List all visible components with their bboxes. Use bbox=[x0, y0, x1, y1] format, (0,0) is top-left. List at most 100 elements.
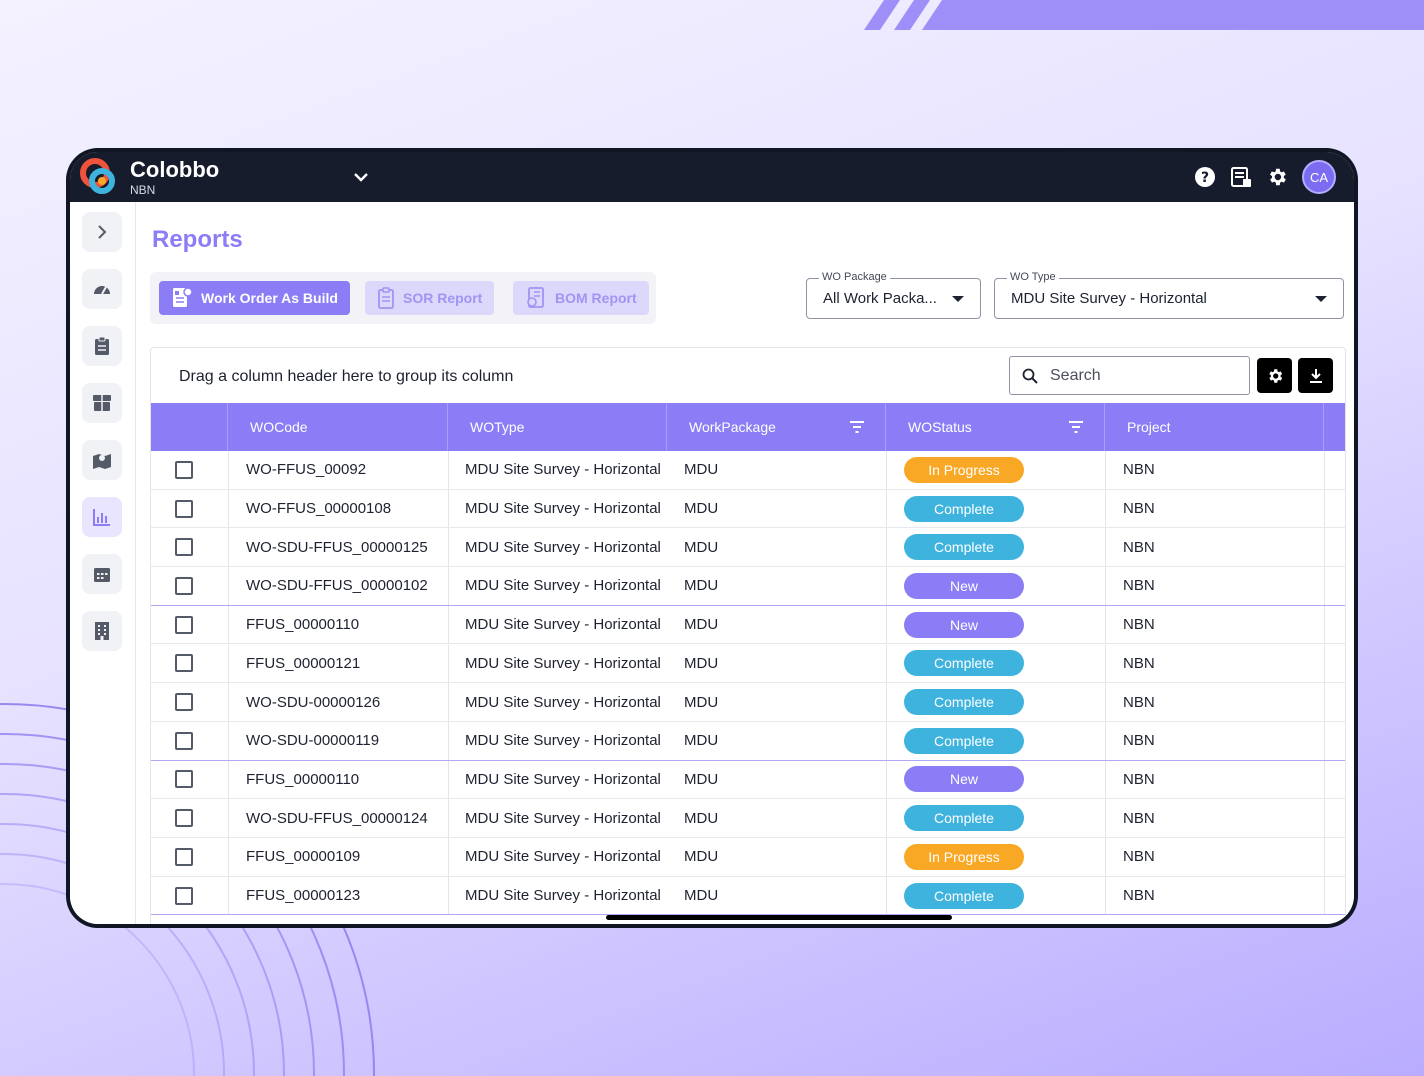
row-checkbox[interactable] bbox=[175, 693, 193, 712]
status-badge: Complete bbox=[904, 805, 1024, 832]
row-checkbox[interactable] bbox=[175, 731, 193, 750]
grid-settings-button[interactable] bbox=[1257, 358, 1292, 393]
tab-sor-report[interactable]: SOR Report bbox=[365, 281, 495, 315]
org-name: NBN bbox=[130, 182, 156, 197]
row-select-cell bbox=[175, 451, 215, 489]
column-divider bbox=[1324, 644, 1325, 683]
table-row[interactable]: WO-FFUS_00000108 MDU Site Survey - Horizo… bbox=[151, 489, 1345, 529]
wo-package-select[interactable]: WO Package All Work Packa... bbox=[806, 271, 981, 319]
sidebar-item-map[interactable] bbox=[82, 440, 122, 480]
wostatus-cell: Complete bbox=[904, 877, 1094, 915]
gear-icon[interactable] bbox=[1266, 166, 1288, 188]
column-divider bbox=[228, 876, 229, 915]
project-cell: NBN bbox=[1123, 461, 1155, 479]
sidebar-item-work-orders[interactable] bbox=[82, 326, 122, 366]
column-divider bbox=[228, 451, 229, 489]
row-checkbox[interactable] bbox=[175, 654, 193, 673]
wocode-cell: FFUS_00000123 bbox=[246, 887, 361, 905]
filter-icon[interactable] bbox=[849, 420, 865, 434]
row-checkbox[interactable] bbox=[175, 615, 193, 634]
table-row[interactable]: WO-SDU-FFUS_00000124 MDU Site Survey - Ho… bbox=[151, 799, 1345, 838]
page-title: Reports bbox=[152, 226, 243, 253]
tab-work-order-as-build[interactable]: Work Order As Build bbox=[159, 281, 350, 315]
sidebar-item-calendar[interactable] bbox=[82, 554, 122, 594]
search-input[interactable]: Search bbox=[1009, 356, 1250, 395]
map-icon bbox=[93, 454, 111, 469]
wocode-cell: WO-FFUS_00092 bbox=[246, 461, 367, 479]
table-row[interactable]: WO-SDU-00000119 MDU Site Survey - Horizon… bbox=[151, 721, 1345, 761]
table-row[interactable]: FFUS_00000110 MDU Site Survey - Horizonta… bbox=[151, 760, 1345, 800]
row-checkbox[interactable] bbox=[175, 886, 193, 905]
project-cell: NBN bbox=[1123, 616, 1155, 634]
column-divider bbox=[1105, 760, 1106, 799]
column-divider bbox=[1324, 683, 1325, 721]
table-row[interactable]: FFUS_00000123 MDU Site Survey - Horizonta… bbox=[151, 876, 1345, 916]
workpackage-cell: MDU bbox=[684, 461, 719, 479]
column-divider bbox=[1105, 451, 1106, 489]
workpackage-cell: MDU bbox=[684, 887, 719, 905]
tab-bom-report[interactable]: BOM Report bbox=[513, 281, 649, 315]
sidebar-item-inventory[interactable] bbox=[82, 383, 122, 423]
column-divider bbox=[886, 721, 887, 760]
wo-type-value: MDU Site Survey - Horizontal bbox=[1011, 290, 1207, 307]
status-badge: Complete bbox=[904, 727, 1024, 754]
status-badge: Complete bbox=[904, 495, 1024, 522]
wostatus-cell: Complete bbox=[904, 722, 1094, 760]
wocode-cell: FFUS_00000121 bbox=[246, 654, 361, 672]
download-icon bbox=[1309, 368, 1322, 383]
table-row[interactable]: WO-SDU-FFUS_00000102 MDU Site Survey - Ho… bbox=[151, 567, 1345, 606]
sidebar-item-dashboard[interactable] bbox=[82, 269, 122, 309]
column-header-project[interactable]: Project bbox=[1105, 403, 1324, 451]
column-header-wocode[interactable]: WOCode bbox=[228, 403, 448, 451]
wo-type-label: WO Type bbox=[1007, 271, 1059, 283]
table-row[interactable]: WO-FFUS_00092 MDU Site Survey - Horizonta… bbox=[151, 451, 1345, 490]
row-checkbox[interactable] bbox=[175, 770, 193, 789]
chevron-down-icon[interactable] bbox=[350, 166, 372, 188]
sidebar-item-reports[interactable] bbox=[82, 497, 122, 537]
column-header-workpackage[interactable]: WorkPackage bbox=[667, 403, 886, 451]
row-checkbox[interactable] bbox=[175, 538, 193, 557]
column-divider bbox=[1105, 489, 1106, 528]
row-checkbox[interactable] bbox=[175, 460, 193, 479]
table-row[interactable]: FFUS_00000110 MDU Site Survey - Horizonta… bbox=[151, 605, 1345, 645]
table-row[interactable]: WO-SDU-FFUS_00000125 MDU Site Survey - Ho… bbox=[151, 528, 1345, 568]
column-divider bbox=[1324, 799, 1325, 837]
status-badge: In Progress bbox=[904, 456, 1024, 483]
wocode-cell: WO-FFUS_00000108 bbox=[246, 500, 392, 518]
wocode-cell: FFUS_00000110 bbox=[246, 770, 360, 788]
table-row[interactable]: WO-SDU-00000126 MDU Site Survey - Horizon… bbox=[151, 683, 1345, 722]
column-divider bbox=[1324, 838, 1325, 876]
column-header-wotype[interactable]: WOType bbox=[448, 403, 667, 451]
search-icon bbox=[1022, 368, 1038, 384]
top-bar: Colobbo NBN ? CA bbox=[70, 152, 1354, 202]
column-divider bbox=[1105, 721, 1106, 760]
row-checkbox[interactable] bbox=[175, 809, 193, 828]
project-cell: NBN bbox=[1123, 500, 1155, 518]
table-row[interactable]: FFUS_00000109 MDU Site Survey - Horizonta… bbox=[151, 838, 1345, 877]
row-checkbox[interactable] bbox=[175, 847, 193, 866]
row-checkbox[interactable] bbox=[175, 576, 193, 595]
report-icon[interactable] bbox=[1230, 166, 1252, 188]
column-divider bbox=[886, 683, 887, 721]
user-avatar[interactable]: CA bbox=[1302, 160, 1336, 194]
row-checkbox[interactable] bbox=[175, 499, 193, 518]
column-divider bbox=[448, 683, 449, 721]
group-panel-hint[interactable]: Drag a column header here to group its c… bbox=[179, 368, 514, 385]
grid-export-button[interactable] bbox=[1298, 358, 1333, 393]
project-cell: NBN bbox=[1123, 887, 1155, 905]
column-divider bbox=[228, 528, 229, 567]
column-header-wostatus[interactable]: WOStatus bbox=[886, 403, 1105, 451]
table-row[interactable]: FFUS_00000121 MDU Site Survey - Horizonta… bbox=[151, 644, 1345, 684]
wocode-cell: WO-SDU-FFUS_00000102 bbox=[246, 577, 428, 595]
sidebar-expand-button[interactable] bbox=[82, 212, 122, 252]
select-all-column[interactable] bbox=[151, 403, 228, 451]
wo-type-select[interactable]: WO Type MDU Site Survey - Horizontal bbox=[994, 271, 1344, 319]
filter-icon[interactable] bbox=[1068, 420, 1084, 434]
column-divider bbox=[228, 489, 229, 528]
column-divider bbox=[1105, 605, 1106, 644]
column-title: WOType bbox=[470, 419, 525, 435]
sidebar-item-buildings[interactable] bbox=[82, 611, 122, 651]
column-header-overflow[interactable] bbox=[1324, 403, 1345, 451]
status-badge: Complete bbox=[904, 650, 1024, 677]
help-icon[interactable]: ? bbox=[1194, 166, 1216, 188]
